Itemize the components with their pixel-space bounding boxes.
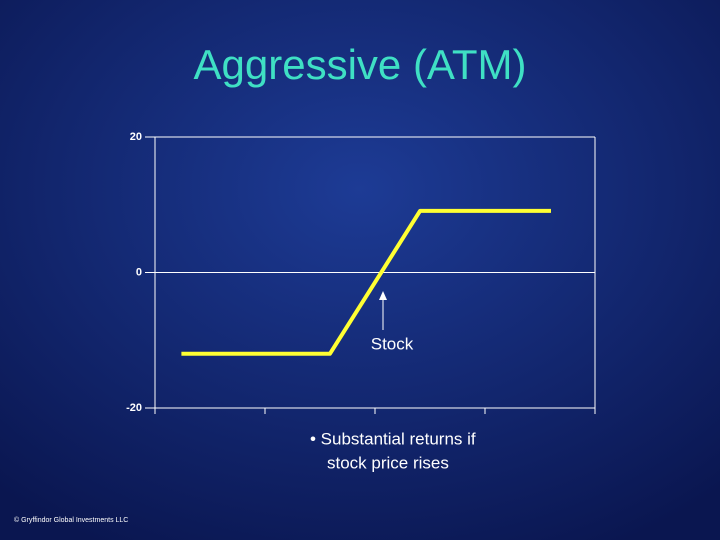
bullet-text: • Substantial returns if	[310, 429, 476, 448]
annotation: Stock	[371, 334, 414, 353]
y-tick-label: -20	[126, 402, 142, 414]
payoff-line	[181, 208, 551, 356]
y-tick-label: 20	[130, 131, 142, 143]
footer: © Gryffindor Global Investments LLC	[14, 516, 128, 524]
arrow-head	[379, 291, 387, 300]
y-tick-label: 0	[136, 266, 142, 278]
chart-title: Aggressive (ATM)	[194, 41, 527, 88]
bullet-text: stock price rises	[327, 453, 449, 472]
